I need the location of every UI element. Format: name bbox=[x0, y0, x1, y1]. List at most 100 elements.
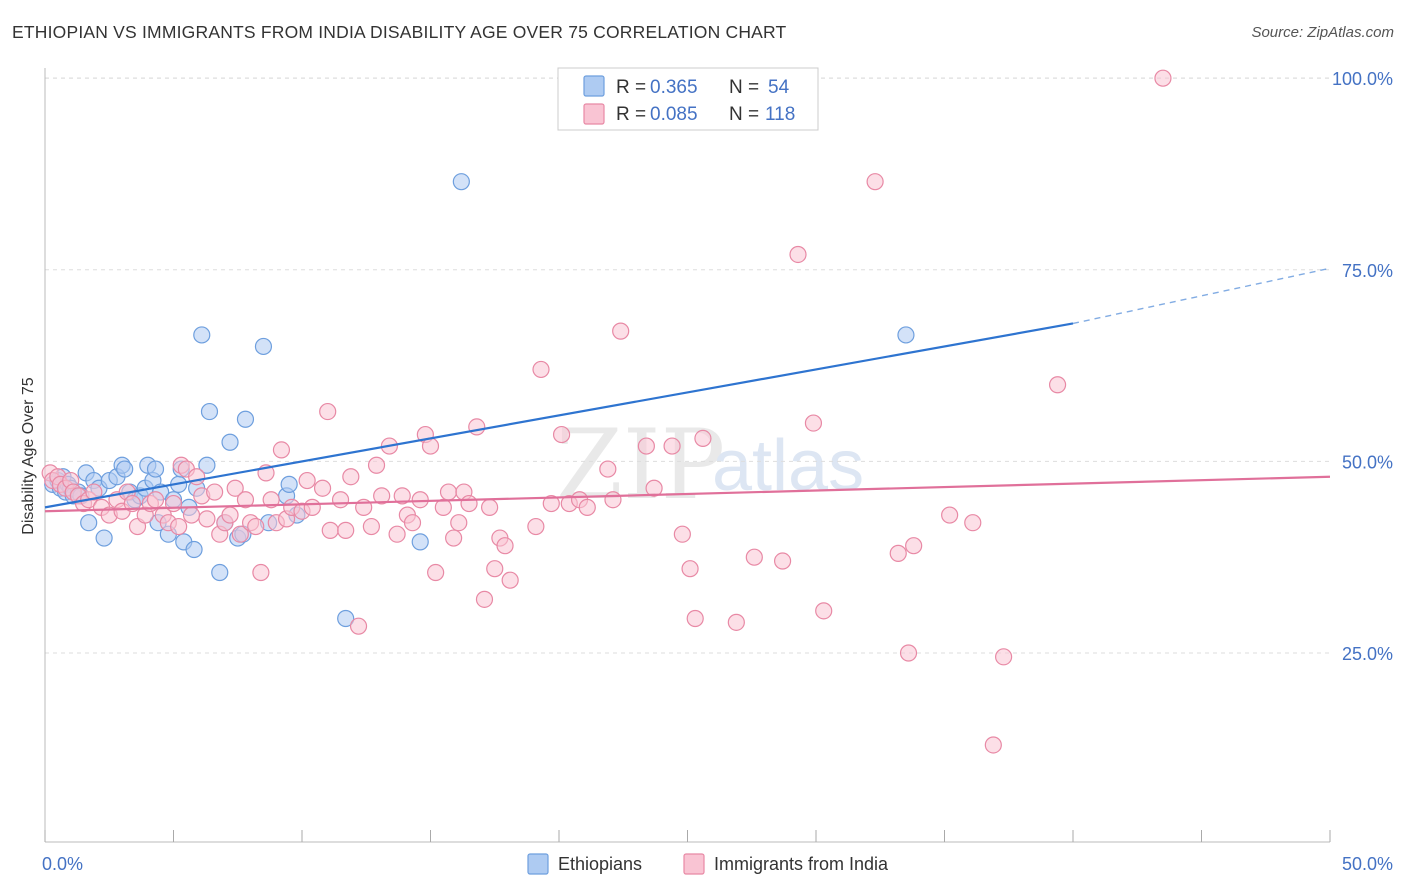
point-ethiopians bbox=[254, 337, 273, 356]
source-credit: Source: ZipAtlas.com bbox=[1251, 24, 1394, 41]
point-india bbox=[681, 560, 699, 578]
point-india bbox=[303, 498, 321, 516]
point-ethiopians bbox=[200, 402, 219, 421]
point-india bbox=[362, 517, 380, 536]
y-tick-label: 25.0% bbox=[1342, 644, 1393, 664]
point-ethiopians bbox=[452, 173, 470, 191]
point-india bbox=[964, 514, 982, 532]
point-india bbox=[403, 514, 422, 532]
legend-swatch-ethiopians bbox=[527, 853, 549, 875]
point-india bbox=[146, 491, 165, 509]
point-india bbox=[226, 479, 244, 497]
point-ethiopians bbox=[80, 514, 98, 532]
point-india bbox=[604, 491, 622, 509]
point-india bbox=[331, 491, 350, 509]
stats-swatch-india bbox=[583, 103, 605, 125]
point-india bbox=[393, 487, 411, 505]
point-india bbox=[686, 609, 704, 628]
stats-r-label-1: R = bbox=[616, 77, 646, 98]
trend-lines bbox=[44, 267, 1331, 513]
trend-line-ethiopians bbox=[44, 322, 1074, 509]
bottom-legend: Ethiopians Immigrants from India bbox=[527, 853, 889, 875]
stats-n-value-1: 54 bbox=[768, 77, 790, 98]
point-india bbox=[262, 491, 280, 509]
point-india bbox=[645, 479, 663, 497]
y-tick-label: 100.0% bbox=[1332, 69, 1393, 89]
trend-line-india bbox=[44, 475, 1331, 513]
point-india bbox=[1154, 69, 1172, 87]
point-india bbox=[221, 506, 239, 524]
y-axis-label: Disability Age Over 75 bbox=[20, 377, 37, 535]
point-india bbox=[481, 498, 499, 516]
point-india bbox=[905, 537, 923, 555]
point-india bbox=[552, 425, 571, 444]
point-india bbox=[247, 517, 265, 536]
point-india bbox=[532, 360, 550, 379]
point-india bbox=[373, 487, 391, 505]
point-india bbox=[727, 613, 745, 631]
point-ethiopians bbox=[280, 475, 298, 493]
point-india bbox=[663, 437, 681, 455]
stats-n-label-2: N = bbox=[729, 104, 759, 125]
point-india bbox=[231, 525, 249, 543]
point-india bbox=[206, 483, 224, 501]
axes bbox=[44, 68, 1331, 843]
point-india bbox=[804, 414, 823, 432]
point-india bbox=[367, 456, 386, 474]
trend-line-ethiopians-extension bbox=[1072, 267, 1331, 325]
y-tick-labels: 25.0% 50.0% 75.0% 100.0% bbox=[1332, 69, 1393, 664]
point-india bbox=[527, 517, 545, 536]
point-india bbox=[501, 571, 519, 589]
point-india bbox=[272, 441, 291, 459]
point-india bbox=[313, 479, 332, 497]
point-india bbox=[486, 560, 504, 578]
point-india bbox=[342, 468, 360, 486]
point-india bbox=[182, 506, 201, 524]
point-india bbox=[815, 602, 833, 620]
point-india bbox=[475, 590, 494, 608]
point-india bbox=[468, 418, 486, 436]
point-india bbox=[612, 322, 630, 340]
point-ethiopians bbox=[221, 433, 239, 451]
point-india bbox=[434, 498, 452, 516]
chart-title: ETHIOPIAN VS IMMIGRANTS FROM INDIA DISAB… bbox=[12, 22, 787, 42]
point-india bbox=[164, 494, 183, 513]
point-india bbox=[298, 471, 316, 490]
point-india bbox=[337, 521, 355, 539]
point-india bbox=[450, 514, 468, 532]
legend-label-india: Immigrants from India bbox=[714, 854, 889, 874]
point-india bbox=[411, 491, 429, 509]
legend-swatch-india bbox=[683, 853, 705, 875]
point-ethiopians bbox=[185, 540, 203, 559]
point-ethiopians bbox=[897, 326, 915, 344]
point-india bbox=[460, 494, 478, 513]
point-india bbox=[941, 506, 959, 524]
point-india bbox=[889, 544, 907, 562]
stats-r-value-2: 0.085 bbox=[650, 104, 698, 125]
point-india bbox=[599, 460, 617, 478]
x-tick-label-max: 50.0% bbox=[1342, 854, 1393, 874]
point-india bbox=[319, 402, 337, 421]
point-ethiopians bbox=[146, 460, 165, 478]
point-india bbox=[694, 429, 712, 448]
point-india bbox=[198, 510, 216, 528]
point-india bbox=[439, 483, 458, 501]
point-ethiopians bbox=[211, 563, 229, 582]
point-india bbox=[578, 498, 596, 516]
stats-r-value-1: 0.365 bbox=[650, 77, 698, 98]
point-india bbox=[236, 491, 255, 509]
stats-r-label-2: R = bbox=[616, 104, 646, 125]
x-tick-label-min: 0.0% bbox=[42, 854, 83, 874]
point-ethiopians bbox=[411, 533, 429, 551]
point-india bbox=[899, 644, 918, 662]
y-tick-label: 75.0% bbox=[1342, 261, 1393, 281]
y-tick-label: 50.0% bbox=[1342, 452, 1393, 472]
point-india bbox=[85, 483, 103, 501]
watermark-atlas: atlas bbox=[712, 426, 864, 506]
point-india bbox=[866, 173, 884, 191]
point-india bbox=[673, 525, 691, 543]
series-immigrants-from-india bbox=[41, 69, 1172, 754]
point-india bbox=[388, 525, 406, 543]
point-india bbox=[745, 548, 763, 566]
